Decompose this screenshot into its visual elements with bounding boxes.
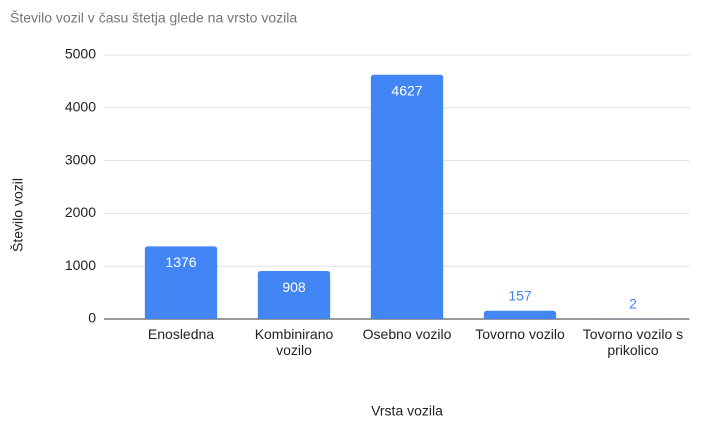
bar bbox=[370, 74, 444, 319]
x-tick-label: Enosledna bbox=[147, 326, 215, 342]
x-tick-label: Tovorno vozilo s prikolico bbox=[582, 326, 684, 358]
y-tick-label: 0 bbox=[88, 310, 96, 326]
y-tick-label: 2000 bbox=[65, 204, 96, 220]
y-tick-label: 1000 bbox=[65, 257, 96, 273]
x-tick-label: Kombinirano vozilo bbox=[254, 326, 334, 358]
x-axis-title: Vrsta vozila bbox=[371, 403, 443, 419]
y-tick-label: 5000 bbox=[65, 46, 96, 62]
data-label: 908 bbox=[282, 279, 306, 295]
data-label: 4627 bbox=[391, 82, 422, 98]
data-label: 1376 bbox=[165, 254, 196, 270]
bar bbox=[257, 271, 331, 319]
data-label: 2 bbox=[629, 296, 637, 312]
data-label: 157 bbox=[508, 287, 532, 303]
y-axis-title: Število vozil bbox=[10, 178, 26, 252]
y-tick-label: 4000 bbox=[65, 99, 96, 115]
chart-title: Število vozil v času štetja glede na vrs… bbox=[10, 10, 297, 26]
bar bbox=[483, 310, 557, 319]
bar bbox=[144, 246, 218, 319]
y-tick-label: 3000 bbox=[65, 151, 96, 167]
x-tick-label: Tovorno vozilo bbox=[475, 326, 565, 342]
x-tick-label: Osebno vozilo bbox=[362, 326, 452, 342]
